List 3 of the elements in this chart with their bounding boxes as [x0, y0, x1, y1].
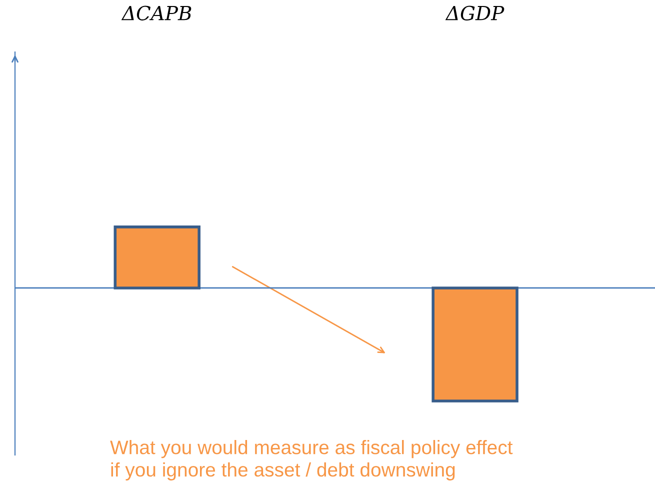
- x-tick-label: ΔCAPB: [121, 6, 192, 20]
- x-tick-label: ΔGDP: [445, 6, 504, 20]
- text: What you would measure as fiscal policy effect if you ignore the asset / debt downswing: [110, 440, 513, 480]
